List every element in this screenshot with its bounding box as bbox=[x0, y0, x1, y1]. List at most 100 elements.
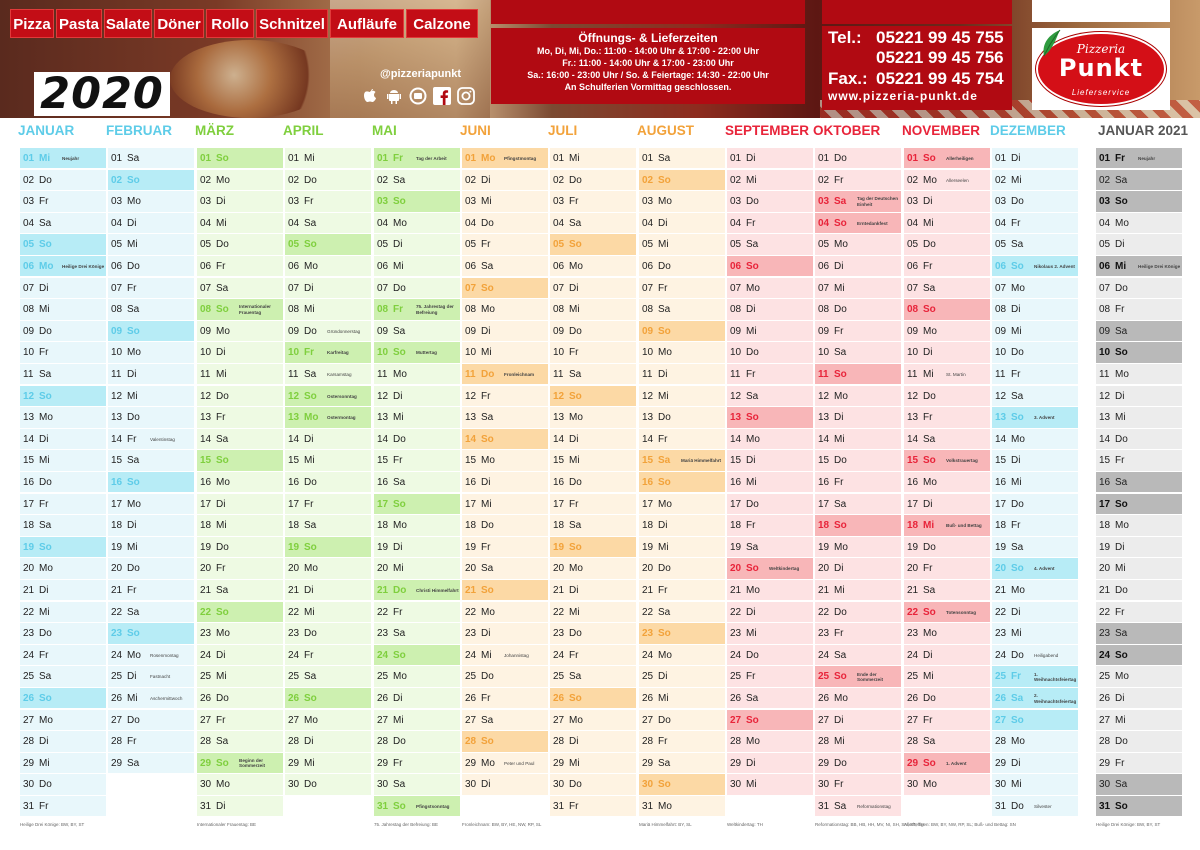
tel-number-2[interactable]: 05221 99 45 756 bbox=[876, 48, 1004, 67]
day-cell: 11 Sa Karsamstag bbox=[285, 364, 371, 386]
social-handle[interactable]: @pizzeriapunkt bbox=[380, 68, 462, 80]
day-cell: 15 Di bbox=[992, 450, 1078, 472]
day-number: 09 bbox=[818, 325, 830, 337]
weekday-label: Mi bbox=[1011, 174, 1022, 186]
day-number: 23 bbox=[907, 628, 919, 640]
category-schnitzel-button[interactable]: Schnitzel bbox=[256, 9, 328, 38]
day-cell: 03 Sa Tag der Deutschen Einheit bbox=[815, 191, 901, 213]
day-number: 20 bbox=[818, 563, 830, 575]
weekday-label: Mo bbox=[746, 585, 760, 596]
day-number: 17 bbox=[907, 498, 919, 510]
weekday-label: Sa bbox=[1115, 779, 1128, 791]
day-cell: 18 Do bbox=[462, 515, 548, 537]
weekday-label: So bbox=[658, 628, 671, 640]
day-number: 25 bbox=[1099, 671, 1111, 683]
day-cell: 21 Mo bbox=[992, 580, 1078, 602]
day-cell: 27 Di bbox=[815, 709, 901, 731]
month-title: JANUAR 2021 bbox=[1098, 123, 1189, 138]
day-number: 30 bbox=[288, 779, 300, 791]
footnote: Heilige Drei Könige: BW, BY, ST bbox=[20, 822, 85, 827]
weekday-label: So bbox=[39, 693, 52, 704]
weekday-label: Di bbox=[746, 304, 756, 316]
day-cell: 17 Di bbox=[904, 493, 990, 515]
weekday-label: Mi bbox=[39, 153, 51, 164]
day-cell: 10 Fr bbox=[550, 342, 636, 364]
day-cell: 05 So bbox=[20, 234, 106, 256]
day-number: 08 bbox=[377, 304, 389, 316]
day-cell: 17 Mi bbox=[462, 493, 548, 515]
holiday-note: Rosenmontag bbox=[150, 652, 179, 658]
day-cell: 17 So bbox=[374, 493, 460, 515]
day-cell: 26 So bbox=[550, 688, 636, 710]
day-number: 29 bbox=[553, 757, 565, 769]
category-calzone-button[interactable]: Calzone bbox=[406, 9, 478, 38]
day-number: 13 bbox=[377, 412, 389, 424]
month-title: JUNI bbox=[460, 123, 491, 138]
weekday-label: Fr bbox=[1115, 304, 1125, 316]
day-number: 20 bbox=[288, 563, 300, 575]
weekday-label: So bbox=[1011, 563, 1024, 575]
instagram-icon[interactable] bbox=[456, 86, 476, 106]
day-number: 19 bbox=[200, 541, 212, 553]
weekday-label: Sa bbox=[393, 325, 406, 337]
day-cell: 28 Sa bbox=[904, 731, 990, 753]
category-pasta-button[interactable]: Pasta bbox=[56, 9, 102, 38]
weekday-label: So bbox=[304, 541, 317, 553]
android-icon[interactable] bbox=[384, 86, 404, 106]
pizzeria-logo[interactable]: Pizzeria Punkt Lieferservice bbox=[1036, 29, 1166, 106]
category-pizza-button[interactable]: Pizza bbox=[10, 9, 54, 38]
day-number: 06 bbox=[111, 261, 123, 272]
day-cell: 14 Mo bbox=[727, 428, 813, 451]
weekday-label: Sa bbox=[127, 455, 140, 467]
apple-icon[interactable] bbox=[360, 86, 380, 106]
category-doener-button[interactable]: Döner bbox=[154, 9, 204, 38]
weekday-label: Do bbox=[304, 628, 317, 640]
weekday-label: Mo bbox=[393, 671, 407, 683]
roundcube-icon[interactable] bbox=[408, 86, 428, 106]
header-banner: Pizza Pasta Salate Döner Rollo Schnitzel… bbox=[0, 0, 1200, 118]
logo-strip bbox=[1032, 0, 1170, 22]
day-cell: 04 Sa bbox=[550, 212, 636, 235]
day-number: 11 bbox=[111, 369, 122, 380]
day-number: 12 bbox=[995, 390, 1007, 402]
weekday-label: Fr bbox=[1115, 606, 1125, 618]
day-number: 18 bbox=[111, 520, 123, 532]
category-salate-button[interactable]: Salate bbox=[104, 9, 152, 38]
day-number: 25 bbox=[553, 671, 565, 683]
holiday-note: Erntedankfest bbox=[857, 220, 888, 226]
day-number: 30 bbox=[553, 779, 565, 791]
holiday-note: 1. Advent bbox=[946, 760, 967, 766]
day-number: 28 bbox=[642, 736, 654, 748]
weekday-label: Do bbox=[658, 563, 671, 575]
day-number: 31 bbox=[377, 801, 389, 812]
day-cell: 11 Mi St. Martin bbox=[904, 364, 990, 386]
weekday-label: Di bbox=[39, 736, 49, 748]
weekday-label: Fr bbox=[569, 347, 579, 359]
day-cell: 15 Fr bbox=[374, 450, 460, 472]
day-number: 13 bbox=[642, 412, 654, 424]
holiday-note: Pfingstmontag bbox=[504, 155, 537, 161]
website-link[interactable]: www.pizzeria-punkt.de bbox=[828, 89, 978, 103]
day-cell: 08 Sa bbox=[108, 299, 194, 321]
weekday-label: Fr bbox=[39, 196, 49, 208]
weekday-label: Mo bbox=[127, 196, 141, 208]
category-auflaeufe-button[interactable]: Aufläufe bbox=[330, 9, 404, 38]
day-cell: 10 Di bbox=[904, 342, 990, 364]
weekday-label: Di bbox=[127, 369, 137, 380]
day-cell: 03 Fr bbox=[20, 191, 106, 213]
tel-number-1[interactable]: 05221 99 45 755 bbox=[876, 28, 1004, 47]
weekday-label: Mi bbox=[216, 671, 227, 683]
day-cell: 07 Mo bbox=[727, 277, 813, 299]
facebook-icon[interactable] bbox=[432, 86, 452, 106]
weekday-label: Mi bbox=[304, 455, 315, 467]
weekday-label: Di bbox=[393, 390, 403, 402]
day-cell: 22 Sa bbox=[108, 601, 194, 623]
day-cell: 14 Di bbox=[20, 428, 106, 451]
day-number: 05 bbox=[465, 239, 477, 251]
weekday-label: Mi bbox=[216, 217, 227, 229]
day-number: 30 bbox=[23, 779, 35, 791]
weekday-label: Sa bbox=[481, 261, 494, 272]
weekday-label: Mo bbox=[39, 412, 53, 424]
category-rollo-button[interactable]: Rollo bbox=[206, 9, 254, 38]
day-number: 02 bbox=[553, 174, 565, 186]
